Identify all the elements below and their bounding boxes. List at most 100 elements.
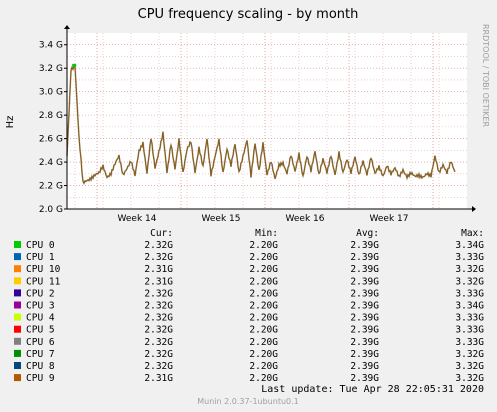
legend-swatch [14,277,21,285]
legend-value-cur: 2.32G [144,325,173,336]
x-tick-label: Week 17 [370,214,409,224]
legend-value-min: 2.20G [249,313,278,324]
y-tick-label: 3.2 G [39,64,63,74]
legend-value-avg: 2.39G [350,264,379,275]
y-axis-arrow [64,25,70,29]
legend-name: CPU 2 [26,288,55,299]
legend-swatch [14,289,21,297]
legend-header-max: Max: [461,228,484,239]
munin-version: Munin 2.0.37-1ubuntu0.1 [197,397,299,406]
legend-value-max: 3.33G [455,288,484,299]
legend-value-cur: 2.31G [144,373,173,384]
legend-value-min: 2.20G [249,288,278,299]
x-tick-label: Week 15 [202,214,241,224]
legend-value-avg: 2.39G [350,276,379,287]
legend-value-avg: 2.39G [350,361,379,372]
last-update-text: Last update: Tue Apr 28 22:05:31 2020 [261,384,484,395]
legend-value-max: 3.32G [455,349,484,360]
legend-swatch [14,374,21,382]
legend-value-min: 2.20G [249,264,278,275]
legend-value-min: 2.20G [249,361,278,372]
axes [64,25,476,212]
legend-swatch [14,265,21,273]
legend-name: CPU 5 [26,325,55,336]
y-tick-label: 2.0 G [39,205,63,215]
legend-value-max: 3.32G [455,361,484,372]
y-axis-label: Hz [5,116,16,129]
legend-swatch [14,325,21,333]
legend-name: CPU 11 [26,276,61,287]
legend-name: CPU 0 [26,240,55,251]
legend: Cur: Min: Avg: Max: CPU 0 2.32G 2.20G 2.39G 3.34… [14,228,484,384]
legend-value-avg: 2.39G [350,325,379,336]
legend-value-avg: 2.39G [350,349,379,360]
legend-value-max: 3.32G [455,264,484,275]
legend-name: CPU 7 [26,349,55,360]
legend-swatch [14,241,21,248]
peak-marker [72,63,77,67]
legend-value-avg: 2.39G [350,240,379,251]
y-tick-label: 2.6 G [39,135,63,145]
legend-value-min: 2.20G [249,301,278,312]
legend-value-max: 3.33G [455,252,484,263]
x-tick-label: Week 16 [286,214,325,224]
legend-value-cur: 2.32G [144,252,173,263]
x-tick-label: Week 14 [118,214,157,224]
legend-header-avg: Avg: [356,228,379,239]
legend-value-avg: 2.39G [350,373,379,384]
y-tick-label: 3.4 G [39,41,63,51]
legend-swatch [14,337,21,345]
x-axis-arrow [472,206,476,212]
legend-swatch [14,253,21,261]
legend-swatch [14,313,21,321]
legend-value-cur: 2.31G [144,276,173,287]
legend-name: CPU 10 [26,264,61,275]
legend-name: CPU 6 [26,337,55,348]
x-axis-ticks: Week 14 Week 15 Week 16 Week 17 [118,214,409,224]
legend-value-max: 3.34G [455,301,484,312]
legend-value-cur: 2.32G [144,301,173,312]
legend-value-min: 2.20G [249,325,278,336]
legend-name: CPU 4 [26,313,55,324]
legend-value-cur: 2.32G [144,361,173,372]
legend-swatch [14,301,21,309]
legend-value-cur: 2.32G [144,337,173,348]
legend-value-avg: 2.39G [350,337,379,348]
plot-area [67,33,467,209]
legend-value-min: 2.20G [249,240,278,251]
legend-value-avg: 2.39G [350,252,379,263]
y-tick-label: 2.8 G [39,111,63,121]
y-tick-label: 3.0 G [39,88,63,98]
y-tick-label: 2.4 G [39,158,63,168]
legend-value-max: 3.32G [455,276,484,287]
legend-value-max: 3.32G [455,373,484,384]
legend-value-cur: 2.32G [144,349,173,360]
legend-header-min: Min: [255,228,278,239]
chart-title: CPU frequency scaling - by month [138,7,359,22]
legend-value-cur: 2.32G [144,240,173,251]
legend-name: CPU 9 [26,373,55,384]
legend-value-cur: 2.32G [144,288,173,299]
series-lines [66,63,456,186]
legend-value-min: 2.20G [249,337,278,348]
legend-header-cur: Cur: [150,228,173,239]
legend-value-cur: 2.31G [144,264,173,275]
legend-value-max: 3.33G [455,313,484,324]
legend-value-min: 2.20G [249,373,278,384]
rrdtool-credit: RRDTOOL / TOBI OETIKER [481,24,490,127]
legend-value-cur: 2.32G [144,313,173,324]
legend-name: CPU 1 [26,252,55,263]
y-tick-label: 2.2 G [39,182,63,192]
legend-value-min: 2.20G [249,349,278,360]
series-line [66,64,456,185]
legend-value-max: 3.34G [455,240,484,251]
legend-value-min: 2.20G [249,276,278,287]
legend-value-min: 2.20G [249,252,278,263]
legend-value-max: 3.33G [455,337,484,348]
legend-value-max: 3.33G [455,325,484,336]
legend-value-avg: 2.39G [350,313,379,324]
legend-swatch [14,362,21,369]
legend-value-avg: 2.39G [350,301,379,312]
legend-name: CPU 3 [26,301,55,312]
